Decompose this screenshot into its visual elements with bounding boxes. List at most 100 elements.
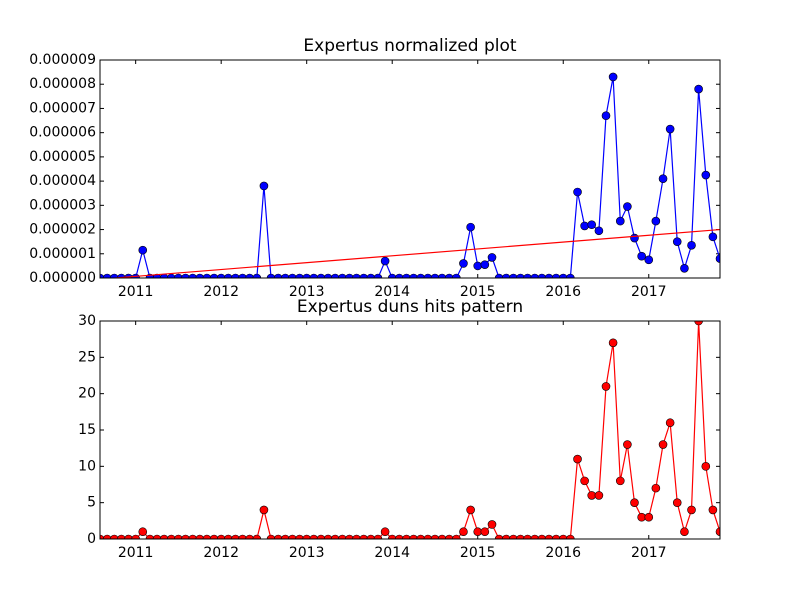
data-point — [138, 245, 148, 255]
data-point — [167, 534, 176, 539]
data-point — [281, 273, 290, 278]
y-tick-label: 0.000003 — [29, 197, 96, 213]
data-point — [530, 273, 540, 278]
data-point — [323, 534, 333, 539]
y-tick-label: 0.000004 — [29, 173, 96, 189]
data-point — [580, 221, 589, 231]
data-point — [209, 273, 219, 278]
data-point — [623, 202, 632, 211]
data-point — [687, 505, 696, 515]
data-point — [459, 527, 468, 537]
data-point — [266, 273, 276, 278]
data-point — [202, 534, 212, 539]
data-point — [608, 72, 618, 82]
y-tick-label: 0 — [87, 531, 96, 547]
data-point — [473, 261, 483, 271]
data-point — [694, 321, 703, 326]
y-tick-label: 0.000002 — [29, 222, 96, 238]
data-point — [174, 534, 183, 539]
x-tick-label: 2015 — [460, 545, 496, 561]
y-tick-label: 0.000001 — [29, 246, 96, 262]
data-point — [273, 534, 283, 539]
data-point — [352, 534, 361, 539]
y-tick-label: 5 — [87, 495, 96, 511]
data-point — [452, 273, 461, 278]
data-point — [516, 273, 525, 278]
subplot: Expertus duns hits pattern 0 5 10 15 20 25 30 20… — [78, 297, 721, 561]
data-point — [601, 382, 611, 391]
data-point — [100, 273, 105, 278]
data-point — [102, 273, 112, 278]
data-point — [615, 216, 625, 226]
data-point — [537, 273, 547, 278]
data-point — [523, 534, 532, 539]
data-point — [430, 273, 440, 278]
series-line — [100, 76, 720, 278]
data-point — [665, 418, 675, 428]
data-point — [487, 520, 497, 529]
y-tick-label: 0.000009 — [29, 52, 96, 68]
data-point — [708, 232, 718, 242]
data-point — [665, 124, 675, 134]
data-point — [558, 534, 568, 539]
x-tick-label: 2012 — [203, 545, 239, 561]
data-point — [380, 256, 390, 266]
x-tick-label: 2016 — [545, 284, 581, 300]
data-point — [444, 534, 454, 539]
data-point — [159, 534, 169, 539]
data-point — [558, 273, 568, 278]
data-point — [644, 512, 654, 522]
data-point — [252, 534, 262, 539]
data-point — [466, 505, 475, 515]
data-point — [672, 498, 682, 507]
chart-title: Expertus duns hits pattern — [297, 297, 523, 317]
x-tick-label: 2013 — [289, 284, 325, 300]
data-point — [580, 476, 589, 486]
data-point — [501, 273, 511, 278]
data-point — [124, 534, 133, 539]
data-point — [566, 534, 575, 539]
y-tick-label: 0.000007 — [29, 100, 96, 116]
data-point — [644, 255, 654, 265]
data-point — [530, 534, 540, 539]
data-point — [195, 273, 205, 278]
data-point — [295, 273, 304, 278]
data-point — [288, 273, 297, 278]
data-point — [181, 273, 190, 278]
data-point — [701, 170, 711, 180]
data-point — [359, 534, 369, 539]
data-point — [309, 534, 319, 539]
y-tick-label: 0.000008 — [29, 76, 96, 92]
y-tick-label: 0.000006 — [29, 125, 96, 141]
data-point — [544, 273, 554, 278]
data-point — [288, 534, 297, 539]
y-tick-label: 0.000000 — [29, 270, 96, 286]
data-point — [587, 220, 597, 230]
data-point — [416, 534, 425, 539]
data-point — [345, 273, 354, 278]
data-point — [594, 491, 604, 500]
x-tick-label: 2016 — [545, 545, 581, 561]
data-point — [223, 273, 233, 278]
data-point — [181, 534, 190, 539]
data-point — [402, 273, 411, 278]
data-point — [188, 273, 197, 278]
x-tick-label: 2011 — [118, 545, 154, 561]
data-point — [651, 216, 661, 226]
data-point — [223, 534, 233, 539]
data-point — [323, 273, 333, 278]
data-point — [701, 462, 711, 471]
data-point — [395, 534, 404, 539]
data-point — [715, 527, 720, 537]
data-point — [615, 476, 625, 486]
data-point — [708, 505, 718, 515]
data-point — [138, 527, 148, 537]
data-point — [302, 273, 311, 278]
data-point — [395, 273, 404, 278]
data-point — [658, 440, 668, 449]
y-tick-label: 20 — [78, 386, 96, 402]
y-tick-label: 15 — [78, 422, 96, 438]
data-point — [309, 273, 319, 278]
data-point — [231, 534, 240, 539]
data-point — [380, 527, 390, 537]
